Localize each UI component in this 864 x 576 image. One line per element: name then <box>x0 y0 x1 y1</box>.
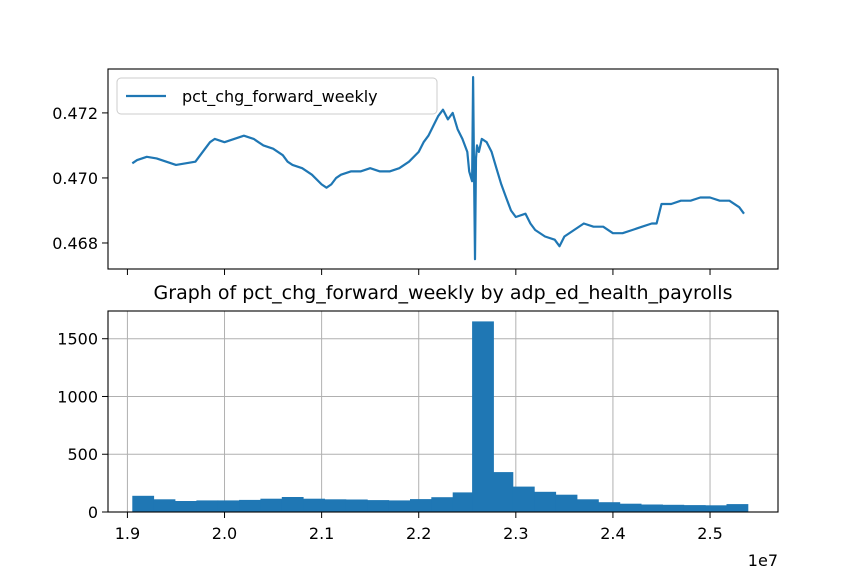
line-y-tick-label: 0.470 <box>52 169 98 188</box>
legend: pct_chg_forward_weekly <box>116 77 438 115</box>
line-series-0 <box>131 75 745 261</box>
histogram-bar <box>153 499 176 512</box>
histogram-x-tick-label: 2.0 <box>212 524 237 543</box>
line-series-group <box>131 75 745 261</box>
histogram-axes-frame <box>107 310 779 513</box>
line-axes-frame <box>107 68 779 270</box>
histogram-bar <box>260 498 283 512</box>
histogram-bar <box>555 494 578 512</box>
histogram-x-tick-label: 2.3 <box>503 524 528 543</box>
histogram-bar <box>410 499 432 512</box>
line-panel: 0.468 0.470 0.472 pct_chg_forward_weekly <box>52 68 779 275</box>
histogram-bar <box>367 500 390 512</box>
histogram-bar <box>239 499 261 512</box>
legend-box <box>116 77 438 115</box>
histogram-bar <box>132 495 155 512</box>
histogram-y-tick-label: 1500 <box>57 330 98 349</box>
histogram-bar <box>512 486 535 512</box>
histogram-bar <box>534 491 557 512</box>
histogram-bar <box>577 499 599 512</box>
histogram-x-tick-label: 1.9 <box>115 524 140 543</box>
histogram-bar <box>217 500 240 512</box>
histogram-bar <box>196 500 219 512</box>
histogram-x-tick-label: 2.2 <box>406 524 431 543</box>
histogram-bar <box>683 505 706 512</box>
histogram-bar <box>493 472 514 512</box>
histogram-bar <box>619 503 642 512</box>
histogram-bar <box>641 504 663 512</box>
x-offset-label: 1e7 <box>748 551 778 570</box>
histogram-bar <box>281 497 304 512</box>
histogram-bar <box>472 321 494 512</box>
line-y-ticks: 0.468 0.470 0.472 <box>52 104 108 253</box>
line-y-tick-label: 0.468 <box>52 234 98 253</box>
legend-label: pct_chg_forward_weekly <box>182 87 378 107</box>
histogram-x-tick-label: 2.4 <box>600 524 625 543</box>
histogram-bar <box>303 498 325 512</box>
histogram-title: Graph of pct_chg_forward_weekly by adp_e… <box>154 282 733 304</box>
histogram-x-tick-label: 2.1 <box>309 524 334 543</box>
histogram-x-tick-label: 2.5 <box>697 524 722 543</box>
histogram-bar <box>726 504 749 512</box>
histogram-panel: Graph of pct_chg_forward_weekly by adp_e… <box>57 282 779 570</box>
line-y-tick-label: 0.472 <box>52 104 98 123</box>
histogram-bar <box>452 492 473 512</box>
histogram-bar <box>431 497 454 512</box>
histogram-x-ticks: 1.9 2.0 2.1 2.2 2.3 2.4 2.5 <box>115 512 723 543</box>
histogram-y-ticks: 0 500 1000 1500 <box>57 330 108 522</box>
histogram-y-tick-label: 0 <box>88 503 98 522</box>
histogram-bars <box>132 321 749 512</box>
histogram-y-tick-label: 500 <box>67 445 98 464</box>
histogram-bar <box>324 499 347 512</box>
histogram-bar <box>705 505 727 512</box>
histogram-bar <box>598 502 621 512</box>
histogram-y-tick-label: 1000 <box>57 387 98 406</box>
histogram-bar <box>388 500 411 512</box>
line-x-ticks <box>126 269 711 275</box>
histogram-bar <box>345 499 368 512</box>
histogram-bar <box>175 501 197 512</box>
histogram-bar <box>662 504 685 512</box>
